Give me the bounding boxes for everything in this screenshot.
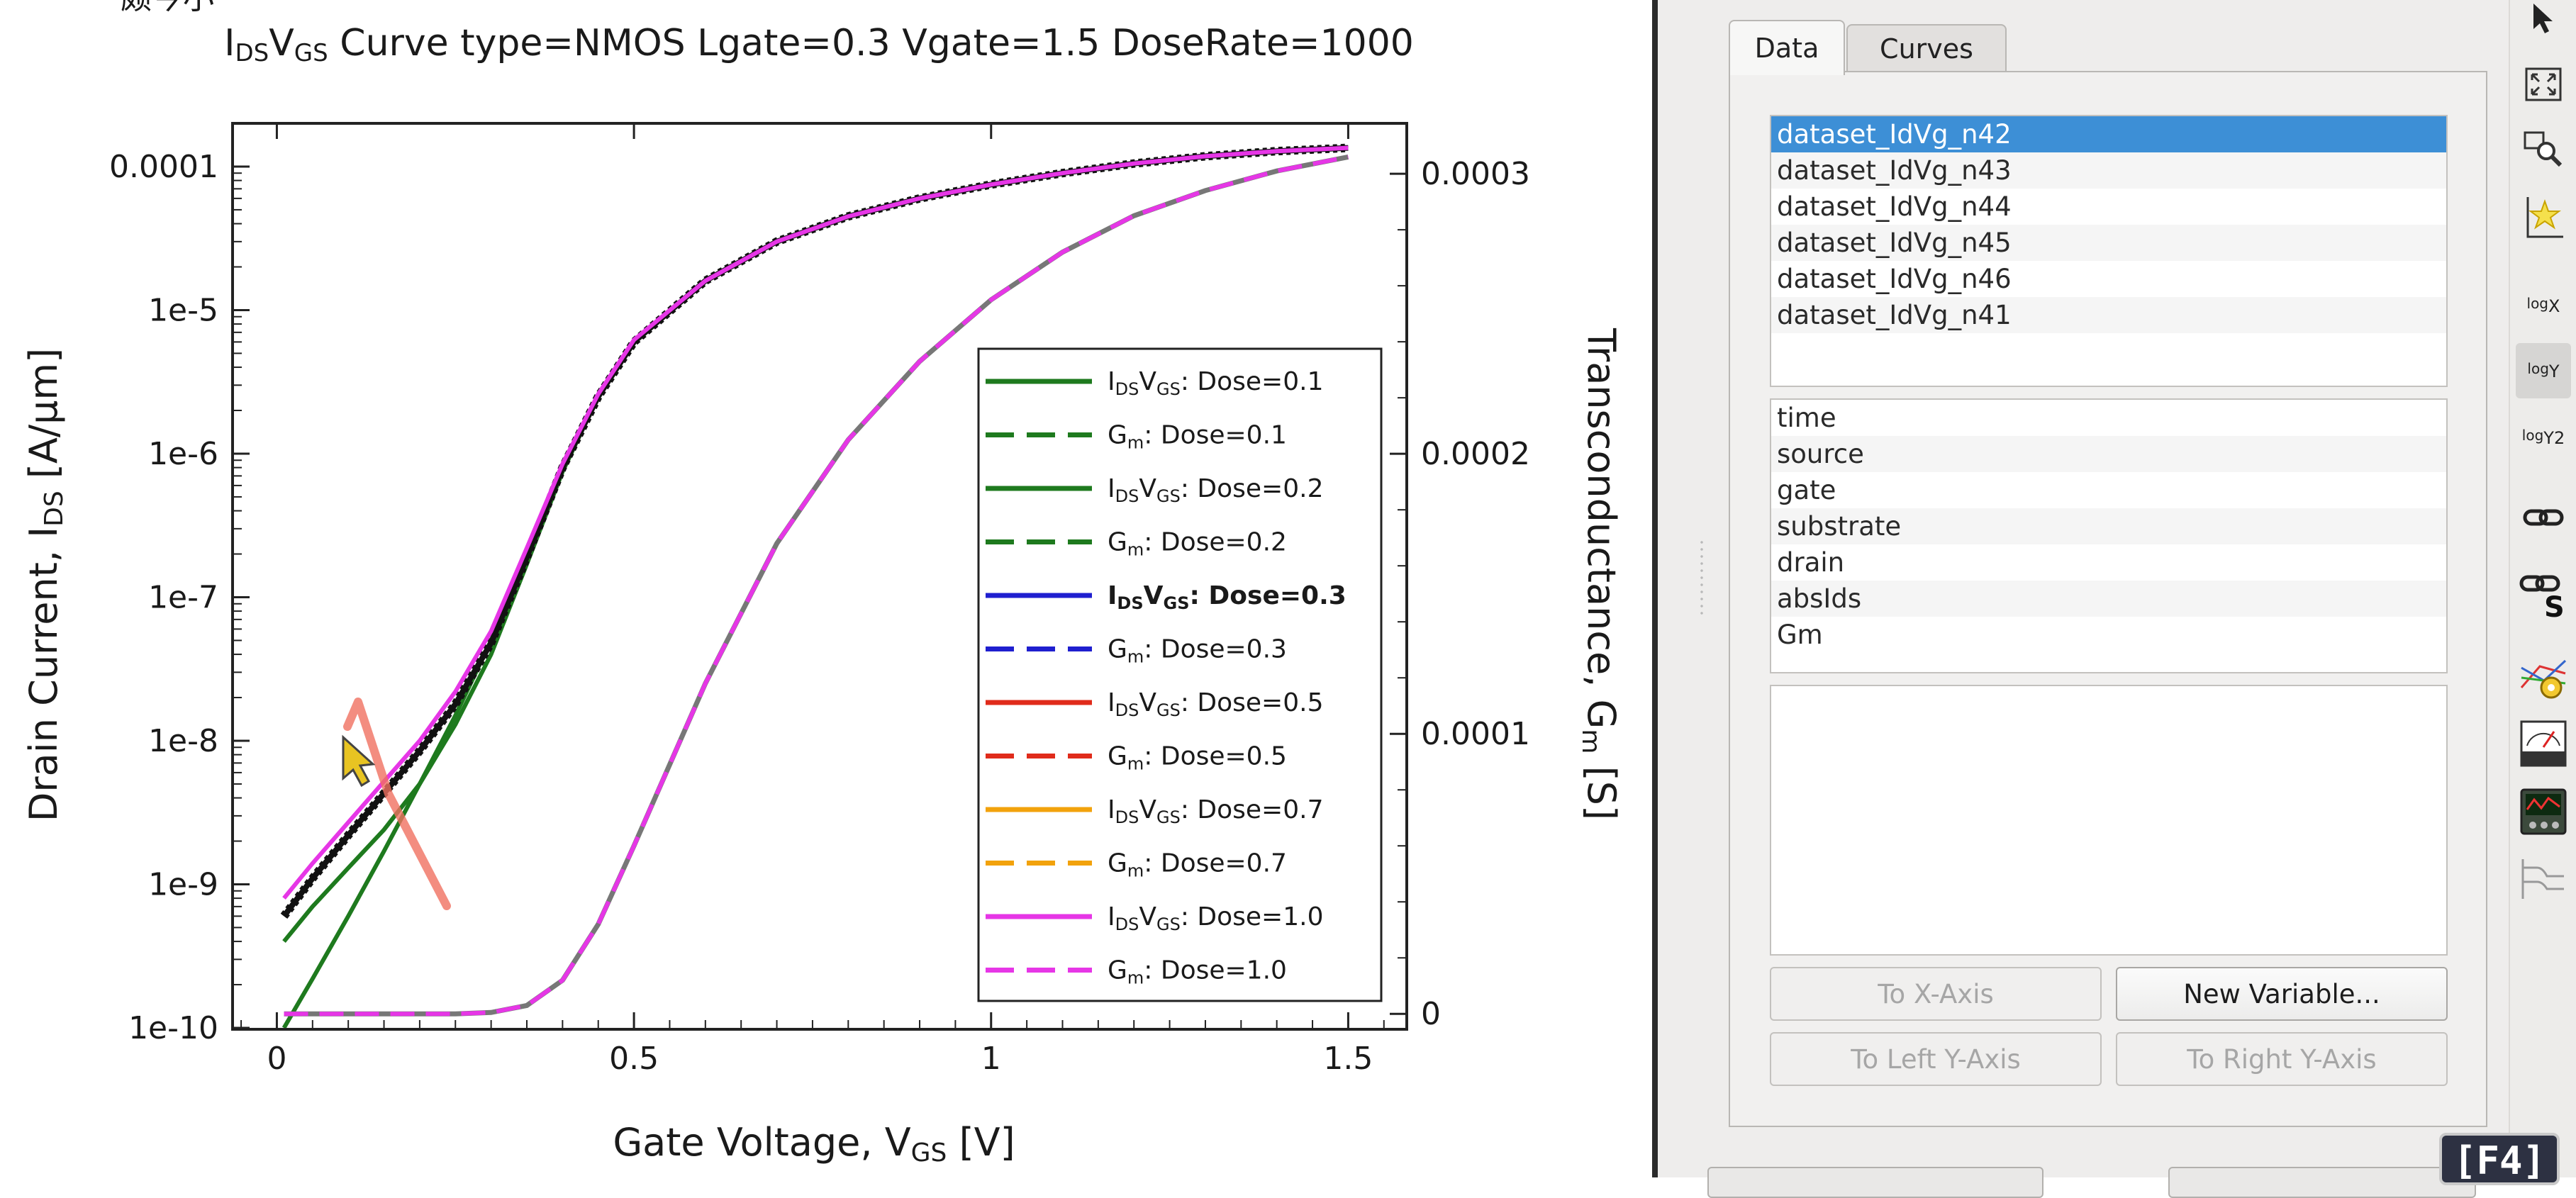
bottom-button-left[interactable] <box>1707 1167 2043 1198</box>
y-left-tick-label: 1e-9 <box>148 866 218 902</box>
zoom-icon[interactable] <box>2516 122 2571 177</box>
link-icon[interactable] <box>2516 491 2571 546</box>
ids-curve <box>282 145 1349 900</box>
panel-splitter[interactable] <box>1652 0 1658 1177</box>
variable-list-item[interactable]: substrate <box>1771 508 2446 544</box>
y-right-tick-label: 0 <box>1421 996 1441 1032</box>
x-axis-label: Gate Voltage, VGS [V] <box>613 1120 1015 1168</box>
legend-label: IDSVGS: Dose=0.3 <box>1108 581 1346 613</box>
chart-title: IDSVGS Curve type=NMOS Lgate=0.3 Vgate=1… <box>224 22 1414 67</box>
legend-label: Gm: Dose=0.7 <box>1108 849 1287 881</box>
legend-label: Gm: Dose=0.5 <box>1108 742 1287 774</box>
dataset-list[interactable]: dataset_IdVg_n42 dataset_IdVg_n43 dataset_… <box>1770 115 2448 387</box>
right-toolbar: logX logY logY2 S <box>2509 0 2576 1177</box>
x-tick-label: 1 <box>981 1041 1001 1077</box>
y-axis-left-label: Drain Current, IDS [A/μm] <box>21 348 69 822</box>
y-left-tick-label: 0.0001 <box>109 149 218 185</box>
legend-label: IDSVGS: Dose=1.0 <box>1108 902 1323 934</box>
legend-label: IDSVGS: Dose=0.5 <box>1108 688 1323 720</box>
legend-box <box>977 347 1383 1002</box>
curve-settings-icon[interactable] <box>2516 649 2571 705</box>
y-right-tick-label: 0.0001 <box>1421 716 1530 752</box>
variable-list[interactable]: time source gate substrate drain absIds Gm <box>1770 398 2448 673</box>
axis-ticks <box>234 123 1405 1029</box>
legend: IDSVGS: Dose=0.1 Gm: Dose=0.1 IDSVGS: Dose… <box>977 347 1383 1002</box>
legend-label: Gm: Dose=0.3 <box>1108 635 1287 667</box>
to-right-y-axis-button[interactable]: To Right Y-Axis <box>2116 1032 2448 1086</box>
legend-label: IDSVGS: Dose=0.7 <box>1108 795 1323 827</box>
side-panel: Data Curves dataset_IdVg_n42 dataset_IdVg… <box>1658 0 2509 1198</box>
y-left-tick-label: 1e-8 <box>148 723 218 759</box>
waveform-icon[interactable] <box>2516 852 2571 907</box>
y-left-tick-label: 1e-10 <box>128 1010 218 1046</box>
dataset-list-item[interactable]: dataset_IdVg_n46 <box>1777 264 2012 294</box>
tab-curves[interactable]: Curves <box>1846 24 2007 72</box>
x-tick-label: 1.5 <box>1323 1041 1373 1077</box>
select-arrow-icon[interactable] <box>2516 0 2571 45</box>
legend-label: Gm: Dose=1.0 <box>1108 956 1287 988</box>
y-right-tick-label: 0.0003 <box>1421 156 1530 192</box>
dataset-list-item[interactable]: dataset_IdVg_n45 <box>1771 225 2446 261</box>
top-partial-text: 颇今小 <box>121 0 214 16</box>
fit-view-icon[interactable] <box>2516 57 2571 112</box>
splitter-grip[interactable] <box>1700 539 1703 617</box>
variable-list-item[interactable]: drain <box>1777 547 1845 578</box>
variable-list-item[interactable]: source <box>1771 436 2446 472</box>
log-y2-icon[interactable]: logY2 <box>2521 427 2565 448</box>
log-x-icon[interactable]: logX <box>2526 295 2560 316</box>
variable-list-item[interactable]: absIds <box>1771 581 2446 617</box>
bottom-button-right[interactable] <box>2168 1167 2476 1198</box>
link-s-icon[interactable]: S <box>2516 567 2571 622</box>
svg-text:S: S <box>2544 591 2565 620</box>
legend-label: Gm: Dose=0.2 <box>1108 528 1287 560</box>
variable-list-item[interactable]: gate <box>1777 475 1836 505</box>
legend-label: Gm: Dose=0.1 <box>1108 421 1287 453</box>
y-left-tick-label: 1e-7 <box>148 579 218 615</box>
log-y-icon[interactable]: logY <box>2516 343 2571 398</box>
dataset-list-item[interactable]: dataset_IdVg_n43 <box>1771 152 2446 189</box>
variable-list-item[interactable]: time <box>1777 403 1836 433</box>
y-left-tick-label: 1e-6 <box>148 436 218 472</box>
tab-data[interactable]: Data <box>1729 20 1845 75</box>
variable-detail-box[interactable] <box>1770 685 2448 956</box>
y-left-tick-label: 1e-5 <box>148 292 218 328</box>
tick-labels: 0 0.5 1 1.5 0.0001 1e-5 1e-6 1e-7 1e-8 1e-9 1e-10 0… <box>109 149 1530 1077</box>
to-left-y-axis-button[interactable]: To Left Y-Axis <box>1770 1032 2102 1086</box>
legend-label: IDSVGS: Dose=0.1 <box>1108 367 1323 399</box>
star-axis-icon[interactable] <box>2516 191 2571 247</box>
y-right-tick-label: 0.0002 <box>1421 436 1530 472</box>
dataset-list-item[interactable]: dataset_IdVg_n41 <box>1771 297 2446 333</box>
oscilloscope-icon[interactable] <box>2516 784 2571 839</box>
mouse-cursor-icon <box>342 734 376 788</box>
dataset-list-item[interactable]: dataset_IdVg_n44 <box>1777 191 2012 222</box>
dataset-list-item[interactable]: dataset_IdVg_n42 <box>1771 116 2446 152</box>
gm-curve <box>284 155 1349 1017</box>
plot-canvas[interactable]: 颇今小 IDSVGS Curve type=NMOS Lgate=0.3 Vga… <box>0 0 1652 1177</box>
to-x-axis-button[interactable]: To X-Axis <box>1770 967 2102 1021</box>
x-tick-label: 0.5 <box>609 1041 659 1077</box>
variable-list-item[interactable]: Gm <box>1777 620 1823 650</box>
new-variable-button[interactable]: New Variable... <box>2116 967 2448 1021</box>
legend-label: IDSVGS: Dose=0.2 <box>1108 474 1323 506</box>
x-tick-label: 0 <box>267 1041 286 1077</box>
plot-panel: 颇今小 IDSVGS Curve type=NMOS Lgate=0.3 Vga… <box>0 0 1652 1177</box>
annotation-stroke <box>343 698 451 910</box>
plot-frame <box>231 122 1408 1031</box>
y-axis-right-label: Transconductance, Gm [S] <box>1576 328 1624 820</box>
meter-icon[interactable] <box>2516 716 2571 771</box>
